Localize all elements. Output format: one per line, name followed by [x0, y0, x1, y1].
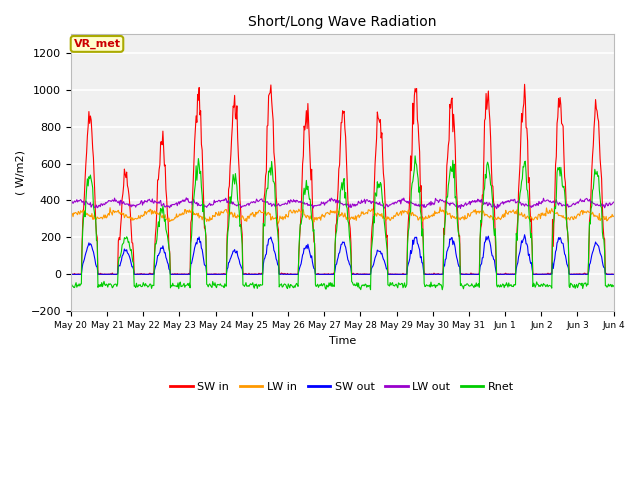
SW in: [189, 199, 196, 204]
SW out: [68, 272, 76, 277]
LW in: [425, 212, 433, 218]
LW out: [189, 202, 196, 207]
SW out: [77, 272, 85, 277]
LW in: [132, 216, 140, 222]
SW out: [425, 272, 433, 277]
Y-axis label: ( W/m2): ( W/m2): [15, 150, 25, 195]
Rnet: [425, 283, 433, 288]
LW out: [77, 197, 84, 203]
Line: SW in: SW in: [71, 84, 614, 275]
SW in: [217, 272, 225, 277]
LW in: [216, 212, 224, 217]
Rnet: [132, 280, 140, 286]
LW out: [610, 199, 618, 205]
SW out: [217, 272, 225, 277]
SW out: [409, 237, 417, 243]
SW in: [610, 272, 618, 277]
SW out: [133, 271, 141, 277]
Line: Rnet: Rnet: [71, 156, 614, 290]
SW in: [67, 271, 75, 277]
Rnet: [77, 281, 84, 287]
SW in: [409, 100, 417, 106]
SW in: [133, 271, 141, 277]
Legend: SW in, LW in, SW out, LW out, Rnet: SW in, LW in, SW out, LW out, Rnet: [166, 378, 518, 396]
LW out: [132, 202, 140, 208]
Rnet: [408, 180, 416, 186]
LW in: [610, 213, 618, 219]
LW in: [275, 220, 282, 226]
SW out: [189, 257, 196, 263]
Text: VR_met: VR_met: [74, 39, 120, 49]
Rnet: [412, 153, 419, 159]
LW out: [217, 198, 225, 204]
LW in: [436, 204, 444, 210]
LW in: [409, 210, 417, 216]
LW out: [67, 199, 75, 204]
SW out: [610, 272, 618, 277]
SW out: [521, 232, 529, 238]
Rnet: [610, 283, 618, 288]
Rnet: [67, 280, 75, 286]
Rnet: [216, 281, 224, 287]
SW out: [67, 271, 75, 277]
Line: LW out: LW out: [71, 198, 614, 209]
Line: SW out: SW out: [71, 235, 614, 275]
LW out: [409, 201, 417, 206]
Title: Short/Long Wave Radiation: Short/Long Wave Radiation: [248, 15, 436, 29]
SW in: [521, 82, 529, 87]
Line: LW in: LW in: [71, 207, 614, 223]
X-axis label: Time: Time: [328, 336, 356, 346]
LW out: [493, 206, 500, 212]
SW in: [68, 272, 76, 277]
Rnet: [438, 287, 446, 293]
LW out: [182, 195, 190, 201]
SW in: [77, 272, 85, 277]
SW in: [425, 272, 433, 277]
Rnet: [188, 233, 195, 239]
LW out: [425, 201, 433, 206]
LW in: [188, 207, 195, 213]
LW in: [67, 213, 75, 218]
LW in: [77, 208, 84, 214]
